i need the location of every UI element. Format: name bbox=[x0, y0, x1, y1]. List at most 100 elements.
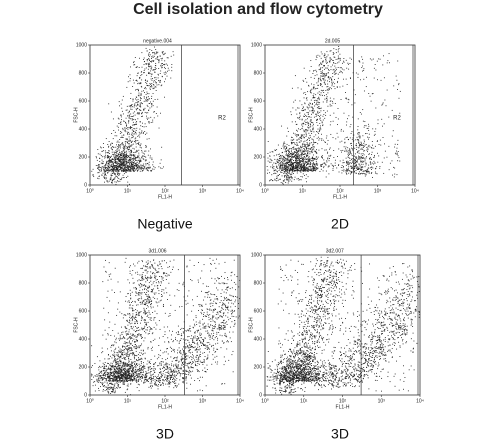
event-dot bbox=[128, 364, 130, 366]
event-dot bbox=[294, 176, 296, 178]
event-dot bbox=[132, 147, 134, 149]
event-dot bbox=[309, 123, 311, 125]
event-dot bbox=[292, 165, 294, 167]
event-dot bbox=[115, 166, 117, 168]
event-dot bbox=[327, 86, 329, 88]
event-dot bbox=[318, 131, 320, 132]
event-dot bbox=[308, 160, 310, 162]
event-dot bbox=[107, 155, 109, 157]
event-dot bbox=[266, 166, 268, 167]
event-dot bbox=[311, 130, 313, 132]
event-dot bbox=[108, 166, 110, 168]
event-dot bbox=[156, 313, 158, 315]
event-dot bbox=[324, 81, 326, 83]
event-dot bbox=[314, 168, 316, 170]
event-dot bbox=[306, 148, 307, 150]
event-dot bbox=[123, 163, 125, 165]
event-dot bbox=[127, 370, 129, 372]
event-dot bbox=[154, 46, 155, 48]
event-dot bbox=[163, 306, 164, 307]
event-dot bbox=[152, 61, 154, 62]
event-dot bbox=[158, 268, 160, 270]
event-dot bbox=[134, 321, 136, 323]
event-dot bbox=[137, 142, 139, 144]
event-dot bbox=[330, 133, 332, 135]
event-dot bbox=[309, 163, 311, 165]
event-dot bbox=[138, 165, 140, 167]
event-dot bbox=[295, 124, 297, 125]
event-dot bbox=[122, 361, 124, 363]
event-dot bbox=[149, 107, 151, 109]
event-dot bbox=[153, 88, 155, 90]
event-dot bbox=[107, 172, 109, 174]
event-dot bbox=[114, 323, 116, 325]
event-dot bbox=[129, 316, 131, 318]
event-dot bbox=[154, 72, 156, 73]
event-dot bbox=[140, 296, 142, 298]
event-dot bbox=[136, 271, 138, 273]
event-dot bbox=[331, 58, 333, 60]
event-dot bbox=[123, 165, 125, 167]
event-dot bbox=[291, 161, 293, 163]
event-dot bbox=[146, 117, 148, 119]
event-dot bbox=[291, 173, 293, 175]
event-dot bbox=[283, 179, 285, 181]
event-dot bbox=[172, 51, 174, 53]
event-dot bbox=[98, 172, 100, 174]
event-dot bbox=[317, 98, 319, 100]
event-dot bbox=[135, 157, 137, 159]
event-dot bbox=[106, 160, 108, 162]
event-dot bbox=[273, 162, 275, 164]
event-dot bbox=[138, 369, 140, 371]
event-dot bbox=[127, 332, 129, 334]
event-dot bbox=[285, 154, 287, 156]
event-dot bbox=[149, 266, 151, 268]
event-dot bbox=[332, 69, 334, 71]
event-dot bbox=[129, 164, 131, 166]
event-dot bbox=[155, 279, 157, 281]
event-dot bbox=[300, 165, 302, 167]
event-dot bbox=[120, 167, 122, 168]
event-dot bbox=[139, 345, 141, 347]
event-dot bbox=[141, 275, 143, 277]
event-dot bbox=[345, 170, 347, 172]
event-dot bbox=[311, 152, 313, 154]
event-dot bbox=[117, 383, 119, 385]
event-dot bbox=[318, 91, 320, 93]
event-dot bbox=[288, 164, 290, 166]
event-dot bbox=[102, 146, 104, 148]
event-dot bbox=[297, 163, 299, 165]
event-dot bbox=[314, 142, 316, 143]
event-dot bbox=[301, 118, 303, 120]
event-dot bbox=[296, 178, 298, 180]
event-dot bbox=[132, 124, 134, 126]
event-dot bbox=[124, 167, 126, 169]
event-dot bbox=[120, 166, 121, 168]
event-dot bbox=[120, 351, 122, 353]
event-dot bbox=[164, 68, 166, 70]
event-dot bbox=[313, 131, 315, 133]
event-dot bbox=[132, 379, 134, 380]
event-dot bbox=[296, 162, 298, 164]
event-dot bbox=[371, 147, 373, 149]
event-dot bbox=[119, 161, 121, 163]
event-dot bbox=[305, 167, 307, 169]
event-dot bbox=[306, 81, 308, 83]
event-dot bbox=[149, 155, 151, 157]
event-dot bbox=[114, 160, 116, 162]
event-dot bbox=[141, 273, 143, 275]
event-dot bbox=[308, 138, 310, 140]
event-dot bbox=[101, 170, 102, 172]
event-dot bbox=[132, 340, 133, 342]
event-dot bbox=[324, 98, 326, 100]
event-dot bbox=[132, 98, 134, 100]
event-dot bbox=[354, 163, 356, 164]
event-dot bbox=[110, 173, 112, 175]
event-dot bbox=[112, 375, 114, 377]
event-dot bbox=[298, 107, 300, 109]
event-dot bbox=[334, 71, 336, 73]
event-dot bbox=[293, 146, 295, 148]
event-dot bbox=[345, 164, 347, 166]
event-dot bbox=[127, 365, 129, 367]
event-dot bbox=[308, 125, 310, 126]
